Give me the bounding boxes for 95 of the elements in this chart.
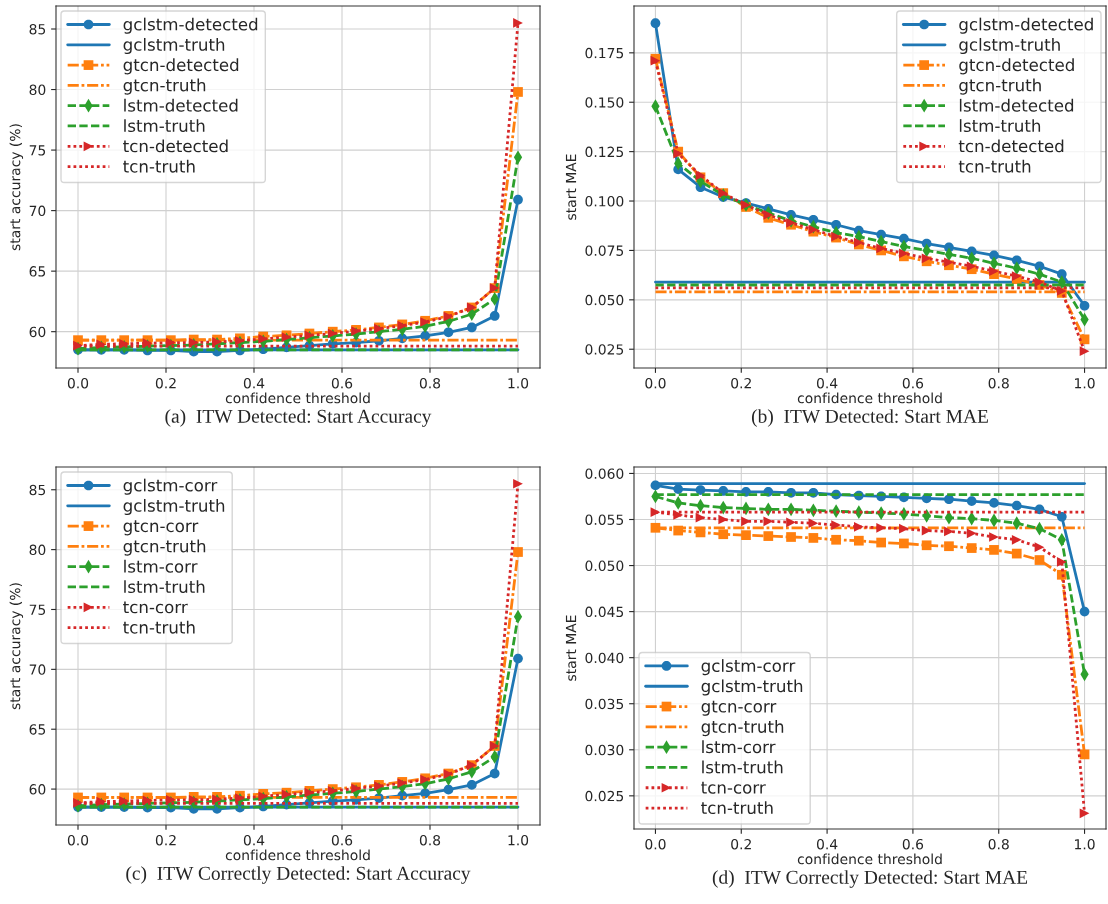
x-axis-title: confidence threshold	[225, 392, 370, 404]
legend-label: gtcn-truth	[123, 539, 206, 556]
y-tick-label: 85	[29, 23, 46, 35]
x-tick-label: 0.8	[988, 838, 1009, 850]
legend-label: tcn-truth	[958, 159, 1031, 173]
y-tick-label: 65	[29, 724, 46, 735]
y-tick-label: 80	[29, 544, 46, 556]
legend-label: gclstm-corr	[123, 478, 218, 495]
x-tick-label: 0.2	[731, 838, 751, 850]
legend-label: gtcn-truth	[701, 720, 784, 737]
x-tick-label: 0.4	[243, 834, 265, 846]
legend-label: gtcn-detected	[959, 58, 1074, 75]
x-axis-title: confidence threshold	[797, 392, 942, 404]
y-tick-label: 80	[29, 84, 46, 96]
x-tick-label: 0.6	[902, 377, 924, 389]
legend-label: lstm-truth	[959, 119, 1041, 133]
legend-label: gclstm-detected	[123, 17, 258, 34]
y-tick-label: 75	[29, 145, 46, 156]
x-tick-label: 0.6	[331, 377, 353, 389]
legend-label: gclstm-corr	[701, 659, 796, 676]
text: (a) ITW Detected: Start Accuracy	[165, 409, 432, 427]
x-tick-label: 1.0	[508, 834, 529, 846]
y-tick-label: 0.055	[585, 514, 624, 525]
y-tick-label: 0.035	[585, 698, 624, 710]
x-tick-label: 1.0	[1075, 838, 1095, 850]
y-tick-label: 70	[29, 664, 46, 675]
x-tick-label: 0.6	[331, 834, 353, 846]
y-tick-label: 0.075	[585, 245, 624, 256]
x-tick-label: 0.0	[67, 834, 89, 846]
legend-label: lstm-truth	[124, 580, 205, 594]
x-tick-label: 0.2	[731, 377, 751, 389]
y-tick-label: 0.125	[585, 146, 624, 158]
x-tick-label: 0.6	[902, 838, 924, 850]
x-tick-label: 0.2	[155, 834, 176, 846]
y-tick-label: 65	[29, 266, 46, 277]
legend-label: tcn-corr	[701, 781, 766, 794]
x-tick-label: 0.0	[645, 838, 666, 850]
x-tick-label: 1.0	[1075, 377, 1095, 389]
x-tick-label: 0.8	[419, 834, 441, 846]
y-tick-label: 0.100	[585, 196, 624, 207]
x-tick-label: 0.0	[645, 377, 666, 389]
y-tick-label: 0.060	[585, 468, 624, 479]
legend-label: lstm-truth	[702, 760, 783, 774]
y-tick-label: 0.025	[585, 790, 624, 802]
legend-label: gtcn-truth	[123, 78, 206, 95]
y-tick-label: 0.040	[585, 652, 624, 664]
y-tick-label: 0.150	[585, 97, 624, 108]
x-tick-label: 0.0	[67, 377, 89, 389]
legend-label: gclstm-truth	[123, 498, 225, 516]
legend-label: lstm-detected	[124, 98, 238, 112]
x-tick-label: 1.0	[508, 377, 529, 389]
legend-label: gclstm-truth	[123, 37, 225, 55]
y-tick-label: 60	[29, 326, 46, 338]
y-tick-label: 70	[29, 205, 46, 217]
x-tick-label: 0.8	[988, 377, 1009, 389]
legend-label: gclstm-detected	[959, 17, 1093, 34]
y-tick-label: 0.045	[585, 606, 624, 618]
legend-label: gclstm-truth	[959, 37, 1060, 55]
legend-label: gtcn-detected	[123, 58, 239, 75]
x-axis-title: confidence threshold	[797, 853, 942, 865]
y-tick-label: 0.025	[585, 344, 624, 355]
y-tick-label: 75	[29, 604, 46, 615]
x-tick-label: 0.4	[816, 838, 838, 850]
legend-label: gtcn-corr	[123, 520, 199, 536]
y-axis-title: start accuracy (%)	[9, 583, 24, 710]
legend-label: lstm-truth	[124, 119, 205, 133]
x-tick-label: 0.4	[243, 377, 265, 389]
x-tick-label: 0.2	[155, 377, 176, 389]
legend-label: lstm-corr	[702, 740, 776, 754]
text: (b) ITW Detected: Start MAE	[751, 409, 988, 427]
legend-label: tcn-truth	[701, 801, 773, 815]
legend-label: lstm-detected	[959, 98, 1074, 112]
text: (c) ITW Correctly Detected: Start Accuracy	[126, 866, 471, 884]
x-tick-label: 0.8	[419, 377, 441, 389]
legend-label: tcn-truth	[123, 159, 195, 173]
y-tick-label: 0.175	[585, 47, 624, 59]
legend-label: gtcn-truth	[959, 78, 1041, 95]
legend-label: tcn-corr	[123, 601, 188, 614]
y-axis-title: start MAE	[565, 154, 577, 220]
y-tick-label: 0.050	[585, 294, 624, 306]
y-axis-title: start accuracy (%)	[9, 124, 24, 251]
x-axis-title: confidence threshold	[225, 849, 370, 861]
y-tick-label: 0.030	[585, 744, 624, 756]
text: (d) ITW Correctly Detected: Start MAE	[712, 870, 1028, 888]
legend-label: tcn-truth	[123, 620, 195, 634]
y-tick-label: 60	[29, 784, 46, 795]
x-tick-label: 0.4	[816, 377, 838, 389]
y-tick-label: 0.050	[585, 560, 624, 572]
y-tick-label: 85	[29, 484, 46, 496]
legend-label: gtcn-corr	[701, 700, 777, 716]
y-axis-title: start MAE	[565, 615, 577, 681]
legend-label: lstm-corr	[124, 559, 198, 573]
legend-label: gclstm-truth	[701, 679, 803, 696]
legend-label: tcn-detected	[123, 139, 228, 153]
legend-label: tcn-detected	[958, 139, 1064, 153]
